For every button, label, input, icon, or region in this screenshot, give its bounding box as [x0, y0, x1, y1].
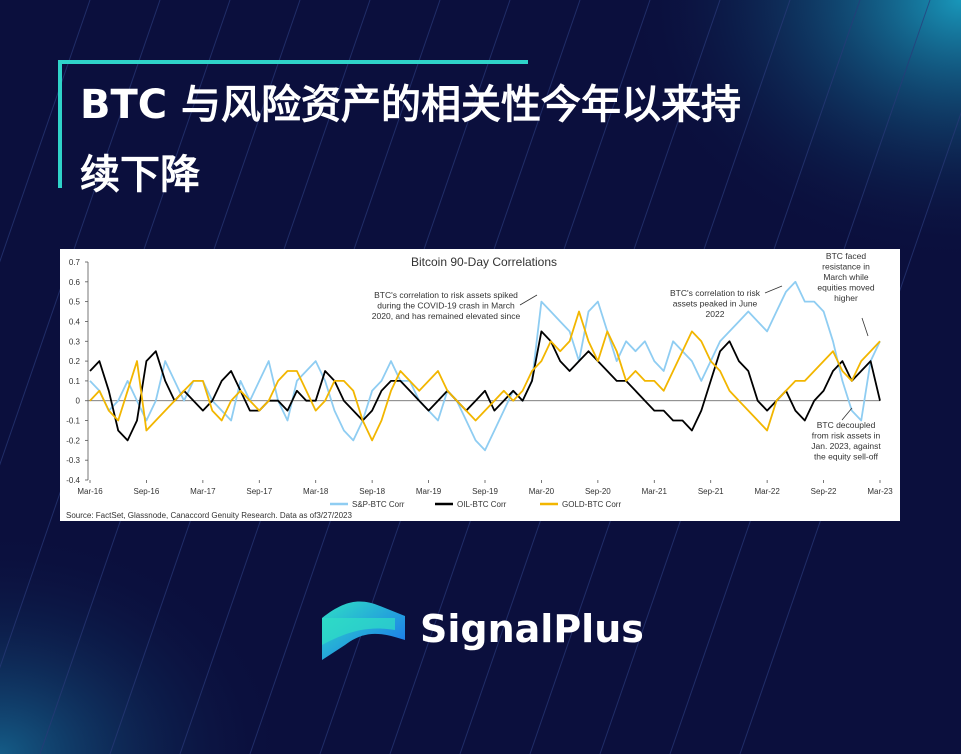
x-tick-label: Sep-21 [698, 487, 724, 496]
y-tick-label: 0.1 [69, 377, 81, 386]
chart-title: Bitcoin 90-Day Correlations [411, 255, 557, 269]
annotation-text: BTC decoupled [817, 420, 876, 430]
logo-icon [322, 618, 395, 645]
brand-name: SignalPlus [420, 607, 644, 651]
annotation-text: assets peaked in June [673, 299, 758, 309]
y-tick-label: 0.7 [69, 258, 81, 267]
annotation-text: BTC faced [826, 251, 866, 261]
y-tick-label: 0.5 [69, 298, 81, 307]
logo-icon [322, 601, 405, 660]
annotation-text: during the COVID-19 crash in March [377, 301, 515, 311]
series-line [89, 330, 881, 442]
y-tick-label: -0.1 [66, 417, 80, 426]
annotation-arrow [861, 317, 869, 337]
series-line [89, 310, 881, 442]
y-tick-label: -0.3 [66, 456, 80, 465]
x-tick-label: Sep-16 [134, 487, 160, 496]
plot: 0.7 0.6 0.5 0.4 0.3 0.2 0.1 0 -0.1 -0.2 -0.3 -0.4 Ma… [66, 251, 893, 509]
source: Source: FactSet, Glassnode, Canaccord Ge… [66, 511, 352, 520]
annotation-text: the equity sell-off [814, 452, 879, 462]
y-tick-label: 0.6 [69, 278, 81, 287]
background-line [0, 0, 91, 263]
y-tick-label: -0.2 [66, 436, 80, 445]
x-tick-label: Mar-16 [77, 487, 103, 496]
annotation-text: 2020, and has remained elevated since [372, 311, 521, 321]
legend-label: OIL-BTC Corr [457, 500, 507, 509]
y-tick-label: 0.3 [69, 337, 81, 346]
annotation-text: equities moved [817, 283, 874, 293]
annotation-text: BTC's correlation to risk assets spiked [374, 290, 518, 300]
title-line: BTC 与风险资产的相关性今年以来持 [80, 82, 741, 128]
x-tick-label: Mar-18 [303, 487, 329, 496]
legend-label: S&P-BTC Corr [352, 500, 405, 509]
x-tick-label: Mar-19 [416, 487, 442, 496]
y-tick-label: 0.4 [69, 317, 81, 326]
chart-panel [60, 249, 900, 521]
title-bracket [58, 60, 528, 188]
y-tick-label: 0.2 [69, 357, 81, 366]
x-tick-label: Mar-23 [867, 487, 893, 496]
annotation-arrow [519, 294, 538, 306]
annotation-text: BTC's correlation to risk [670, 288, 761, 298]
annotation-text: higher [834, 293, 858, 303]
x-tick-label: Mar-17 [190, 487, 216, 496]
series-line [89, 280, 881, 452]
y-tick-label: -0.4 [66, 476, 80, 485]
x-tick-label: Mar-20 [529, 487, 555, 496]
legend-label: GOLD-BTC Corr [562, 500, 621, 509]
annotation-text: Jan. 2023, against [811, 441, 881, 451]
x-tick-label: Mar-22 [754, 487, 780, 496]
x-tick-label: Mar-21 [642, 487, 668, 496]
x-tick-label: Sep-22 [811, 487, 837, 496]
x-tick-label: Sep-19 [472, 487, 498, 496]
x-tick-label: Sep-17 [246, 487, 272, 496]
annotation-text: 2022 [706, 309, 725, 319]
x-tick-label: Sep-18 [359, 487, 385, 496]
logo: SignalPlus [322, 601, 644, 660]
annotation-text: from risk assets in [812, 431, 881, 441]
annotation-text: resistance in [822, 262, 870, 272]
title-line: 续下降 [80, 152, 200, 198]
y-tick-label: 0 [76, 397, 81, 406]
background-line [0, 0, 161, 466]
annotation-arrow [841, 407, 853, 421]
annotation-text: March while [823, 272, 869, 282]
annotation-arrow [764, 285, 783, 294]
x-tick-label: Sep-20 [585, 487, 611, 496]
